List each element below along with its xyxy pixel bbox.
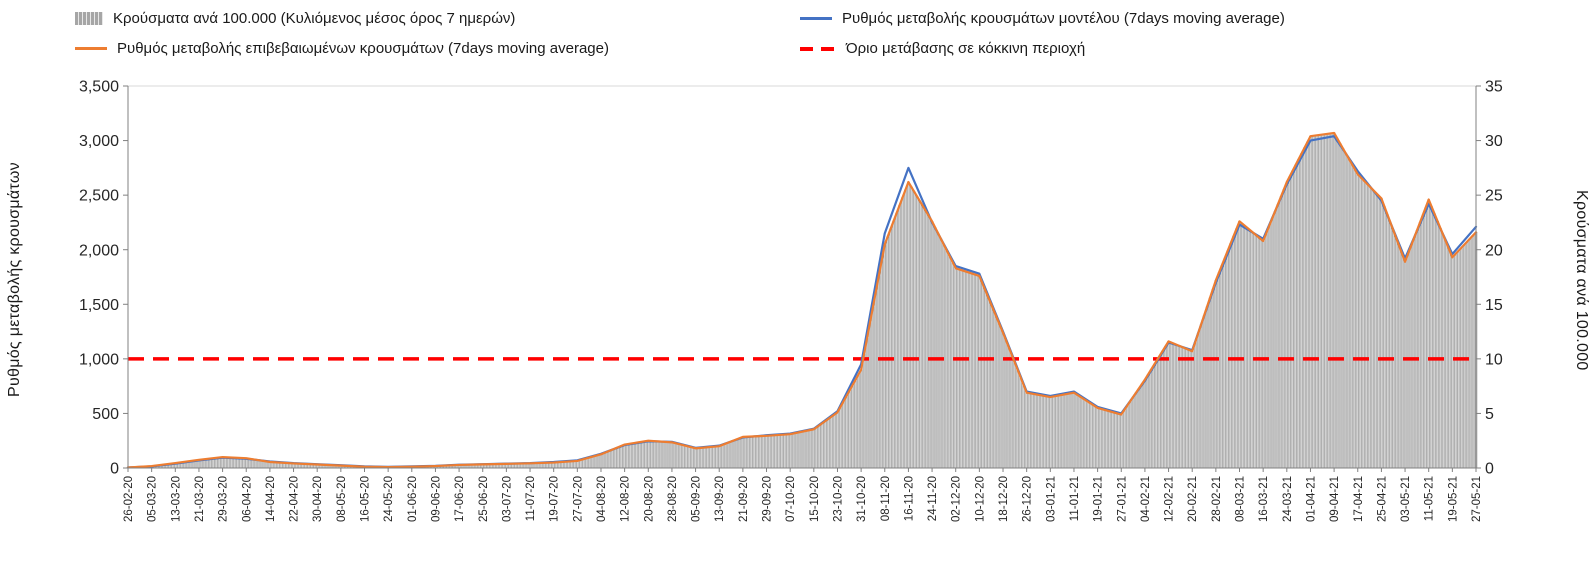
svg-text:20: 20 xyxy=(1485,242,1503,259)
orange-line-swatch xyxy=(75,47,107,50)
svg-text:21-03-20: 21-03-20 xyxy=(194,476,206,522)
svg-text:12-08-20: 12-08-20 xyxy=(620,476,632,522)
svg-text:2,000: 2,000 xyxy=(79,242,119,259)
svg-text:10: 10 xyxy=(1485,351,1503,368)
y-axis-left-labels: 0 500 1,000 1,500 2,000 2,500 3,000 3,500 xyxy=(79,79,128,478)
svg-text:1,500: 1,500 xyxy=(79,297,119,314)
legend-item-model-rate: Ρυθμός μεταβολής κρουσμάτων μοντέλου (7d… xyxy=(800,10,1285,27)
svg-text:05-03-20: 05-03-20 xyxy=(147,476,159,522)
blue-line-swatch xyxy=(800,17,832,20)
svg-text:22-04-20: 22-04-20 xyxy=(289,476,301,522)
confirmed-rate-line xyxy=(126,131,1478,469)
plot-frame xyxy=(127,85,1477,469)
svg-text:16-11-20: 16-11-20 xyxy=(903,476,915,521)
legend-label: Ρυθμός μεταβολής κρουσμάτων μοντέλου (7d… xyxy=(842,10,1285,27)
svg-text:15: 15 xyxy=(1485,297,1503,314)
red-dashed-swatch xyxy=(800,46,836,51)
svg-text:03-01-21: 03-01-21 xyxy=(1045,476,1057,522)
bars-series xyxy=(126,132,1478,469)
chart-legend: Κρούσματα ανά 100.000 (Κυλιόμενος μέσος … xyxy=(0,0,1594,66)
svg-text:25: 25 xyxy=(1485,188,1503,205)
svg-text:0: 0 xyxy=(1485,461,1494,478)
svg-text:28-02-21: 28-02-21 xyxy=(1211,476,1223,522)
svg-text:11-05-21: 11-05-21 xyxy=(1424,476,1436,521)
svg-text:26-12-20: 26-12-20 xyxy=(1022,476,1034,522)
svg-text:29-09-20: 29-09-20 xyxy=(762,476,774,522)
svg-text:11-01-21: 11-01-21 xyxy=(1069,476,1081,521)
svg-text:16-05-20: 16-05-20 xyxy=(360,476,372,522)
svg-text:04-02-21: 04-02-21 xyxy=(1140,476,1152,522)
svg-text:02-12-20: 02-12-20 xyxy=(951,476,963,522)
svg-text:01-04-21: 01-04-21 xyxy=(1305,476,1317,522)
y-axis-right-labels: 0 5 10 15 20 25 30 35 xyxy=(1476,79,1503,478)
svg-text:07-10-20: 07-10-20 xyxy=(785,476,797,522)
svg-text:08-05-20: 08-05-20 xyxy=(336,476,348,522)
legend-item-confirmed-rate: Ρυθμός μεταβολής επιβεβαιωμένων κρουσμάτ… xyxy=(75,40,609,57)
svg-text:06-04-20: 06-04-20 xyxy=(241,476,253,522)
svg-text:31-10-20: 31-10-20 xyxy=(856,476,868,522)
svg-text:15-10-20: 15-10-20 xyxy=(809,476,821,522)
svg-text:35: 35 xyxy=(1485,79,1503,96)
right-axis-title: Κρούσματα ανά 100.000 xyxy=(1573,189,1590,371)
svg-text:16-03-21: 16-03-21 xyxy=(1258,476,1270,522)
svg-text:0: 0 xyxy=(110,461,119,478)
svg-text:25-04-21: 25-04-21 xyxy=(1376,476,1388,522)
svg-text:3,500: 3,500 xyxy=(79,79,119,96)
svg-text:20-08-20: 20-08-20 xyxy=(643,476,655,522)
svg-text:09-06-20: 09-06-20 xyxy=(430,476,442,522)
svg-text:23-10-20: 23-10-20 xyxy=(832,476,844,522)
legend-item-cases-per-100k: Κρούσματα ανά 100.000 (Κυλιόμενος μέσος … xyxy=(75,10,515,27)
svg-text:08-11-20: 08-11-20 xyxy=(880,476,892,521)
svg-text:11-07-20: 11-07-20 xyxy=(525,476,537,521)
svg-text:26-02-20: 26-02-20 xyxy=(123,476,135,522)
x-axis-labels: 26-02-20 05-03-20 13-03-20 21-03-20 29-03-20… xyxy=(123,468,1483,522)
svg-text:08-03-21: 08-03-21 xyxy=(1235,476,1247,522)
svg-text:13-03-20: 13-03-20 xyxy=(170,476,182,522)
svg-text:27-01-21: 27-01-21 xyxy=(1116,476,1128,522)
svg-text:28-08-20: 28-08-20 xyxy=(667,476,679,522)
svg-text:27-05-21: 27-05-21 xyxy=(1471,476,1483,522)
svg-text:24-03-21: 24-03-21 xyxy=(1282,476,1294,522)
svg-text:24-05-20: 24-05-20 xyxy=(383,476,395,522)
svg-text:14-04-20: 14-04-20 xyxy=(265,476,277,522)
svg-text:09-04-21: 09-04-21 xyxy=(1329,476,1341,522)
svg-text:25-06-20: 25-06-20 xyxy=(478,476,490,522)
svg-text:19-07-20: 19-07-20 xyxy=(549,476,561,522)
svg-text:19-05-21: 19-05-21 xyxy=(1447,476,1459,522)
svg-text:21-09-20: 21-09-20 xyxy=(738,476,750,522)
legend-item-red-zone-threshold: Όριο μετάβασης σε κόκκινη περιοχή xyxy=(800,40,1085,57)
legend-label: Κρούσματα ανά 100.000 (Κυλιόμενος μέσος … xyxy=(113,10,516,27)
svg-text:12-02-21: 12-02-21 xyxy=(1164,476,1176,522)
svg-text:2,500: 2,500 xyxy=(79,188,119,205)
legend-label: Όριο μετάβασης σε κόκκινη περιοχή xyxy=(846,40,1086,57)
svg-text:05-09-20: 05-09-20 xyxy=(691,476,703,522)
svg-text:30: 30 xyxy=(1485,133,1503,150)
plot-area: 0 500 1,000 1,500 2,000 2,500 3,000 3,500 0 5 10 15… xyxy=(79,79,1503,522)
svg-text:3,000: 3,000 xyxy=(79,133,119,150)
svg-text:24-11-20: 24-11-20 xyxy=(927,476,939,521)
svg-text:500: 500 xyxy=(92,406,119,423)
svg-text:27-07-20: 27-07-20 xyxy=(572,476,584,522)
svg-text:19-01-21: 19-01-21 xyxy=(1093,476,1105,522)
svg-text:01-06-20: 01-06-20 xyxy=(407,476,419,522)
svg-text:10-12-20: 10-12-20 xyxy=(974,476,986,522)
svg-text:03-05-21: 03-05-21 xyxy=(1400,476,1412,522)
bar-series-swatch xyxy=(75,12,103,25)
svg-text:17-04-21: 17-04-21 xyxy=(1353,476,1365,522)
svg-text:29-03-20: 29-03-20 xyxy=(218,476,230,522)
svg-text:04-08-20: 04-08-20 xyxy=(596,476,608,522)
svg-text:03-07-20: 03-07-20 xyxy=(501,476,513,522)
svg-text:18-12-20: 18-12-20 xyxy=(998,476,1010,522)
svg-text:5: 5 xyxy=(1485,406,1494,423)
svg-text:30-04-20: 30-04-20 xyxy=(312,476,324,522)
svg-text:20-02-21: 20-02-21 xyxy=(1187,476,1199,522)
legend-label: Ρυθμός μεταβολής επιβεβαιωμένων κρουσμάτ… xyxy=(117,40,609,57)
svg-text:13-09-20: 13-09-20 xyxy=(714,476,726,522)
svg-text:17-06-20: 17-06-20 xyxy=(454,476,466,522)
svg-text:1,000: 1,000 xyxy=(79,351,119,368)
